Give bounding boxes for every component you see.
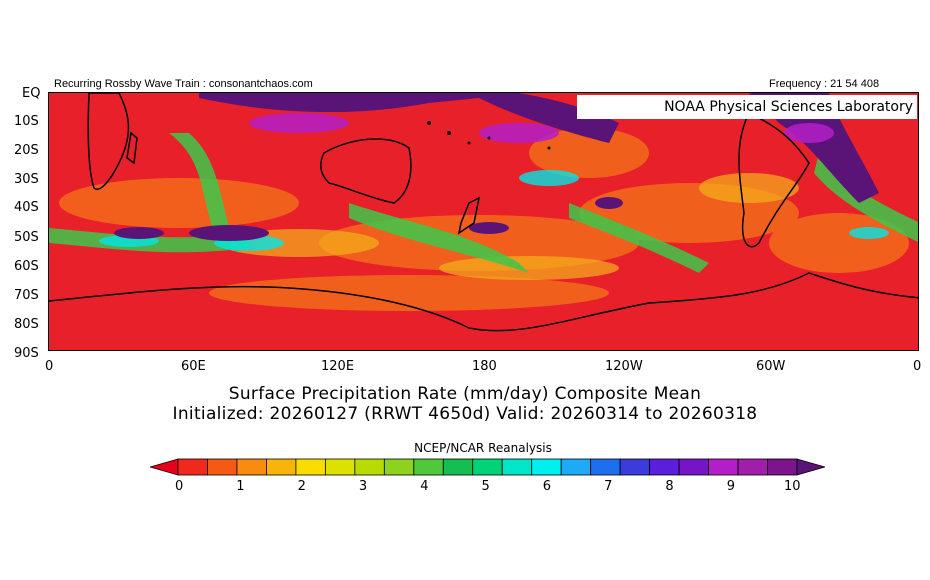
colorbar-cell [590, 458, 621, 476]
lon-label: 180 [472, 359, 497, 374]
colorbar-cell [531, 458, 562, 476]
lat-label: 50S [14, 230, 39, 245]
colorbar-cell [177, 458, 208, 476]
colorbar-tick-label: 1 [236, 479, 245, 494]
lat-label: EQ [22, 86, 41, 101]
lon-label: 120W [605, 359, 643, 374]
coastline-africa [87, 93, 130, 190]
lat-label: 10S [14, 114, 39, 129]
lon-label: 0 [45, 359, 54, 374]
colorbar-cell [324, 458, 356, 476]
colorbar-tick-label: 4 [420, 479, 429, 494]
lon-label: 60E [181, 359, 206, 374]
coastline-madagascar [126, 131, 138, 165]
noaa-badge: NOAA Physical Sciences Laboratory [577, 95, 917, 119]
colorbar-tick-label: 9 [726, 479, 735, 494]
colorbar-cell [678, 458, 709, 476]
lat-label: 30S [14, 172, 39, 187]
header-right-text: Frequency : 21 54 408 [769, 78, 880, 90]
colorbar-cell [442, 458, 474, 476]
source-label: NCEP/NCAR Reanalysis [414, 441, 552, 455]
colorbar-left-arrow [150, 458, 179, 476]
lat-label: 20S [14, 143, 39, 158]
colorbar-cell [413, 458, 444, 476]
colorbar-tick-label: 10 [784, 479, 801, 494]
lon-label: 0 [913, 359, 922, 374]
colorbar-cell [295, 458, 326, 476]
coastline-antarctica [49, 272, 918, 332]
lon-label: 120E [321, 359, 355, 374]
lat-label: 70S [14, 288, 39, 303]
lat-label: 60S [14, 259, 39, 274]
colorbar-tick-label: 3 [358, 479, 368, 494]
colorbar [150, 458, 825, 476]
coastline-new-zealand [457, 196, 481, 235]
map-title-line2: Initialized: 20260127 (RRWT 4650d) Valid… [172, 404, 758, 424]
lon-label: 60W [756, 359, 786, 374]
colorbar-cell [767, 458, 798, 476]
colorbar-right-arrow [796, 458, 825, 476]
colorbar-cell [207, 458, 238, 476]
map-title-line1: Surface Precipitation Rate (mm/day) Comp… [228, 384, 702, 404]
colorbar-cell [649, 458, 680, 476]
colorbar-tick-label: 2 [297, 479, 306, 494]
colorbar-cells [150, 458, 825, 476]
precipitation-field [49, 93, 918, 350]
coastline-south-america [738, 111, 810, 248]
colorbar-cell [266, 458, 297, 476]
lat-label: 80S [14, 317, 39, 332]
colorbar-cell [354, 458, 385, 476]
colorbar-tick-label: 8 [665, 479, 674, 494]
lat-label: 90S [14, 346, 39, 361]
colorbar-tick-label: 7 [604, 479, 613, 494]
colorbar-cell [708, 458, 739, 476]
colorbar-cell [236, 458, 267, 476]
lat-label: 40S [14, 200, 39, 215]
colorbar-cell [560, 458, 592, 476]
colorbar-tick-label: 0 [175, 479, 184, 494]
precipitation-map: NOAA Physical Sciences Laboratory [48, 92, 919, 351]
colorbar-cell [619, 458, 651, 476]
colorbar-cell [501, 458, 533, 476]
colorbar-tick-label: 5 [481, 479, 490, 494]
colorbar-tick-label: 6 [542, 479, 552, 494]
coastline-australia [319, 138, 412, 204]
colorbar-cell [737, 458, 768, 476]
header-left-text: Recurring Rossby Wave Train : consonantc… [54, 78, 313, 90]
colorbar-cell [472, 458, 503, 476]
colorbar-cell [383, 458, 415, 476]
noaa-badge-text: NOAA Physical Sciences Laboratory [664, 99, 913, 115]
